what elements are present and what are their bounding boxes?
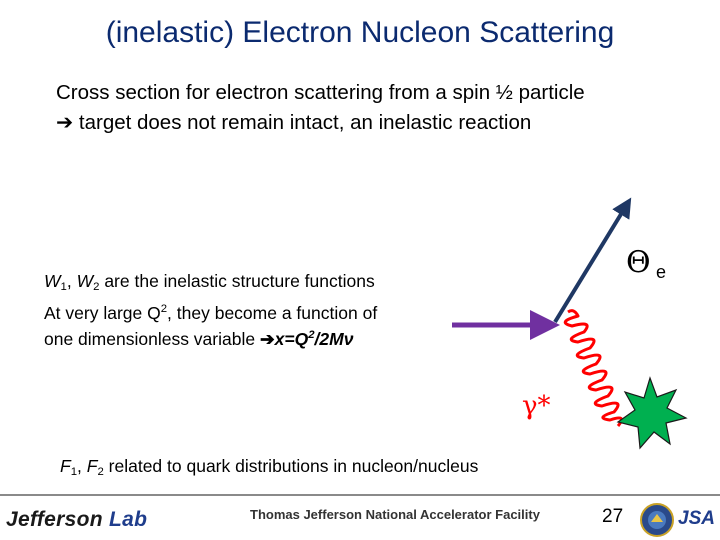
right-arrow-icon: ➔ xyxy=(259,329,275,349)
f-separator: , xyxy=(77,456,87,476)
w-separator: , xyxy=(66,271,77,291)
doe-seal-icon xyxy=(640,503,674,537)
nucleon-star-icon xyxy=(616,376,688,450)
theta-subscript: e xyxy=(656,262,666,282)
w2-symbol: W xyxy=(76,271,94,291)
w1-symbol: W xyxy=(44,271,61,291)
scattered-electron-arrow xyxy=(553,197,632,324)
w1-subscript: 1 xyxy=(60,281,67,293)
formula-post: /2Mν xyxy=(314,329,354,349)
jefferson-lab-logo: Jefferson Lab xyxy=(6,508,147,532)
intro-line-2: ➔ target does not remain intact, an inel… xyxy=(56,108,696,138)
w-line-3-pre: one dimensionless variable xyxy=(44,329,260,349)
footer-divider xyxy=(0,494,720,496)
theta-label: Θ xyxy=(626,245,651,280)
facility-name: Thomas Jefferson National Accelerator Fa… xyxy=(250,507,540,522)
lab-suffix: Lab xyxy=(109,508,148,531)
w-line-2-post: , they become a function of xyxy=(167,303,378,323)
formula-pre: x=Q xyxy=(274,329,309,349)
w-line-2: At very large Q2, they become a function… xyxy=(44,298,464,324)
f1-subscript: 1 xyxy=(70,466,78,478)
virtual-photon-wave xyxy=(563,309,624,427)
jsa-logo: JSA xyxy=(678,508,715,529)
intro-line-1: Cross section for electron scattering fr… xyxy=(56,81,585,104)
bjorken-x-formula: x=Q2/2Mν xyxy=(275,329,354,349)
w-line-1-rest: are the inelastic structure functions xyxy=(99,271,375,291)
w-line-2-pre: At very large Q xyxy=(44,303,161,323)
intro-line-2-text: target does not remain intact, an inelas… xyxy=(78,111,532,134)
f2-symbol: F xyxy=(86,456,98,476)
w2-subscript: 2 xyxy=(93,281,100,293)
w-line-2-sup: 2 xyxy=(160,303,168,315)
w-line-1: W1, W2 are the inelastic structure funct… xyxy=(44,270,464,298)
w-line-3: one dimensionless variable ➔x=Q2/2Mν xyxy=(44,324,464,350)
lab-name: Jefferson xyxy=(6,508,103,531)
slide-title: (inelastic) Electron Nucleon Scattering xyxy=(105,16,615,49)
page-number: 27 xyxy=(602,506,624,527)
photon-label: γ* xyxy=(522,391,551,421)
intro-text: Cross section for electron scattering fr… xyxy=(56,78,696,138)
quark-distribution-text: F1, F2 related to quark distributions in… xyxy=(60,455,580,483)
f-rest: related to quark distributions in nucleo… xyxy=(103,456,479,476)
f2-subscript: 2 xyxy=(97,466,104,478)
f1-symbol: F xyxy=(60,456,71,476)
formula-sup: 2 xyxy=(308,329,315,341)
structure-functions-text: W1, W2 are the inelastic structure funct… xyxy=(44,270,464,350)
right-arrow-icon: ➔ xyxy=(56,111,74,134)
